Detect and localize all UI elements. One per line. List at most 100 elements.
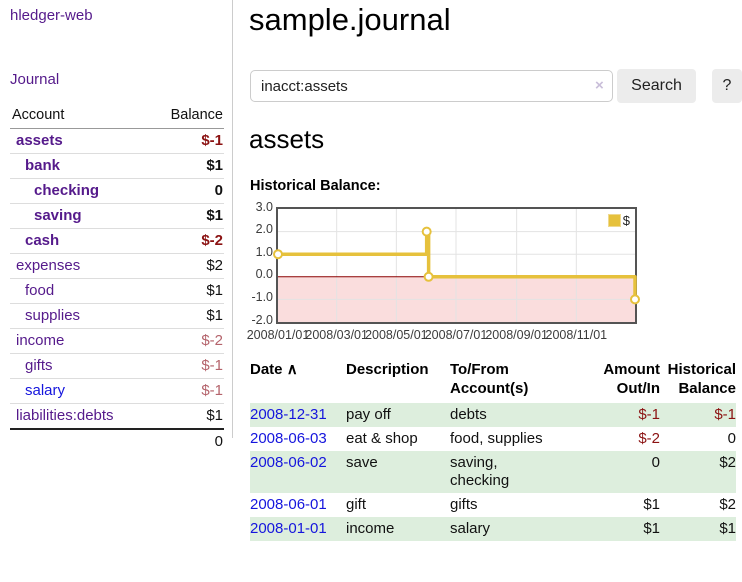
- help-button[interactable]: ?: [712, 69, 742, 103]
- account-balance: $1: [149, 203, 224, 229]
- account-balance: $1: [149, 153, 224, 179]
- account-row: supplies $1: [10, 303, 224, 329]
- register-row: 2008-06-02 save saving, checking 0 $2: [250, 451, 736, 493]
- transaction-date-link[interactable]: 2008-12-31: [250, 406, 327, 423]
- account-balance: $2: [149, 253, 224, 279]
- sidebar-account-link-income[interactable]: income: [16, 332, 65, 349]
- y-axis-tick-label: -1.0: [251, 289, 273, 304]
- account-balance: $-2: [149, 228, 224, 254]
- account-balance: $1: [149, 278, 224, 304]
- sidebar-account-link-salary[interactable]: salary: [25, 382, 66, 399]
- app-title-link[interactable]: hledger-web: [10, 7, 93, 24]
- sidebar-account-link-gifts[interactable]: gifts: [25, 357, 53, 374]
- sidebar-item-journal[interactable]: Journal: [10, 71, 60, 88]
- transaction-date-cell: 2008-06-02: [250, 451, 346, 493]
- register-header-description: Description: [346, 361, 429, 378]
- account-balance: $1: [149, 303, 224, 329]
- register-header-accounts: To/From Account(s): [450, 361, 529, 397]
- accounts-total-row: 0: [10, 428, 224, 454]
- clear-search-icon[interactable]: ×: [595, 77, 604, 94]
- transaction-date-cell: 2008-12-31: [250, 403, 346, 427]
- account-row: cash $-2: [10, 228, 224, 254]
- transaction-accounts: saving, checking: [450, 454, 510, 489]
- sort-ascending-icon: ∧: [286, 361, 298, 378]
- sidebar-account-link-saving[interactable]: saving: [34, 207, 82, 224]
- search-input[interactable]: [250, 70, 613, 102]
- transaction-date-cell: 2008-06-01: [250, 493, 346, 517]
- register-row: 2008-06-01 gift gifts $1 $2: [250, 493, 736, 517]
- accounts-total-spacer: [10, 428, 150, 454]
- transaction-balance: $1: [719, 520, 736, 537]
- transaction-amount: 0: [651, 454, 660, 471]
- transaction-balance: 0: [727, 430, 736, 447]
- account-row: assets $-1: [10, 128, 224, 154]
- transaction-accounts: debts: [450, 406, 487, 423]
- accounts-header-row: Account Balance: [10, 103, 224, 129]
- transaction-balance: $2: [719, 454, 736, 471]
- chart-plot-area[interactable]: $: [273, 207, 640, 324]
- chart-legend: $: [605, 212, 632, 229]
- transaction-description: save: [346, 454, 378, 471]
- account-title: assets: [249, 124, 325, 154]
- transaction-balance: $2: [719, 496, 736, 513]
- accounts-header-account: Account: [10, 103, 150, 129]
- register-header-date[interactable]: Date ∧: [250, 361, 298, 378]
- account-row: checking 0: [10, 178, 224, 204]
- register-row: 2008-06-03 eat & shop food, supplies $-2 0: [250, 427, 736, 451]
- transaction-amount: $1: [643, 496, 660, 513]
- account-row: bank $1: [10, 153, 224, 179]
- y-axis-tick-label: -2.0: [251, 312, 273, 327]
- transaction-date-link[interactable]: 2008-06-02: [250, 454, 327, 471]
- legend-swatch-icon: [607, 214, 621, 227]
- y-axis-tick-label: 2.0: [255, 222, 273, 237]
- x-axis-tick-label: 2008/07/01: [424, 328, 488, 342]
- legend-label: $: [622, 213, 630, 228]
- register-header-amount: Amount Out/In: [603, 361, 660, 397]
- account-row: food $1: [10, 278, 224, 304]
- transaction-accounts: food, supplies: [450, 430, 543, 447]
- sidebar-account-link-supplies[interactable]: supplies: [25, 307, 81, 324]
- register-header-row: Date ∧ Description To/From Account(s) Am…: [250, 358, 736, 403]
- account-balance: $-1: [149, 353, 224, 379]
- transaction-description: gift: [346, 496, 367, 513]
- register-table: Date ∧ Description To/From Account(s) Am…: [250, 358, 736, 541]
- sidebar-account-link-assets[interactable]: assets: [16, 132, 63, 149]
- transaction-date-link[interactable]: 2008-01-01: [250, 520, 327, 537]
- transaction-date-link[interactable]: 2008-06-03: [250, 430, 327, 447]
- sidebar: hledger-web Journal Account Balance asse…: [0, 0, 233, 454]
- x-axis-tick-label: 2008/05/01: [365, 328, 428, 342]
- y-axis-tick-label: 0.0: [255, 267, 273, 282]
- sidebar-account-link-food[interactable]: food: [25, 282, 55, 299]
- account-row: expenses $2: [10, 253, 224, 279]
- account-balance: $1: [149, 403, 224, 430]
- x-axis-tick-label: 2008/09/01: [485, 328, 548, 342]
- register-header-balance: Historical Balance: [667, 361, 736, 397]
- x-axis-tick-label: 2008/11/01: [545, 328, 608, 342]
- accounts-total-value: 0: [149, 428, 224, 454]
- transaction-description: pay off: [346, 406, 391, 423]
- search-button[interactable]: Search: [617, 69, 696, 103]
- chart-canvas: [273, 209, 640, 322]
- sidebar-account-link-liabilities-debts[interactable]: liabilities:debts: [16, 407, 114, 424]
- account-row: saving $1: [10, 203, 224, 229]
- transaction-date-link[interactable]: 2008-06-01: [250, 496, 327, 513]
- sidebar-account-link-bank[interactable]: bank: [25, 157, 61, 174]
- account-row: income $-2: [10, 328, 224, 354]
- transaction-balance: $-1: [714, 406, 736, 423]
- account-balance: $-2: [149, 328, 224, 354]
- account-row: liabilities:debts $1: [10, 403, 224, 430]
- chart-title: Historical Balance:: [250, 178, 381, 194]
- historical-balance-chart: $ 3.0 2.0 1.0 0.0 -1.0 -2.0 2008/01/01 2008/03/…: [247, 200, 670, 343]
- y-axis-tick-label: 1.0: [255, 244, 273, 259]
- account-balance: $-1: [149, 378, 224, 404]
- register-row: 2008-01-01 income salary $1 $1: [250, 517, 736, 541]
- sidebar-account-link-cash[interactable]: cash: [25, 232, 60, 249]
- sidebar-account-link-expenses[interactable]: expenses: [16, 257, 81, 274]
- transaction-description: eat & shop: [346, 430, 418, 447]
- transaction-amount: $-2: [638, 430, 660, 447]
- accounts-header-balance: Balance: [149, 103, 224, 129]
- sidebar-account-link-checking[interactable]: checking: [34, 182, 100, 199]
- transaction-description: income: [346, 520, 395, 537]
- account-row: gifts $-1: [10, 353, 224, 379]
- transaction-amount: $1: [643, 520, 660, 537]
